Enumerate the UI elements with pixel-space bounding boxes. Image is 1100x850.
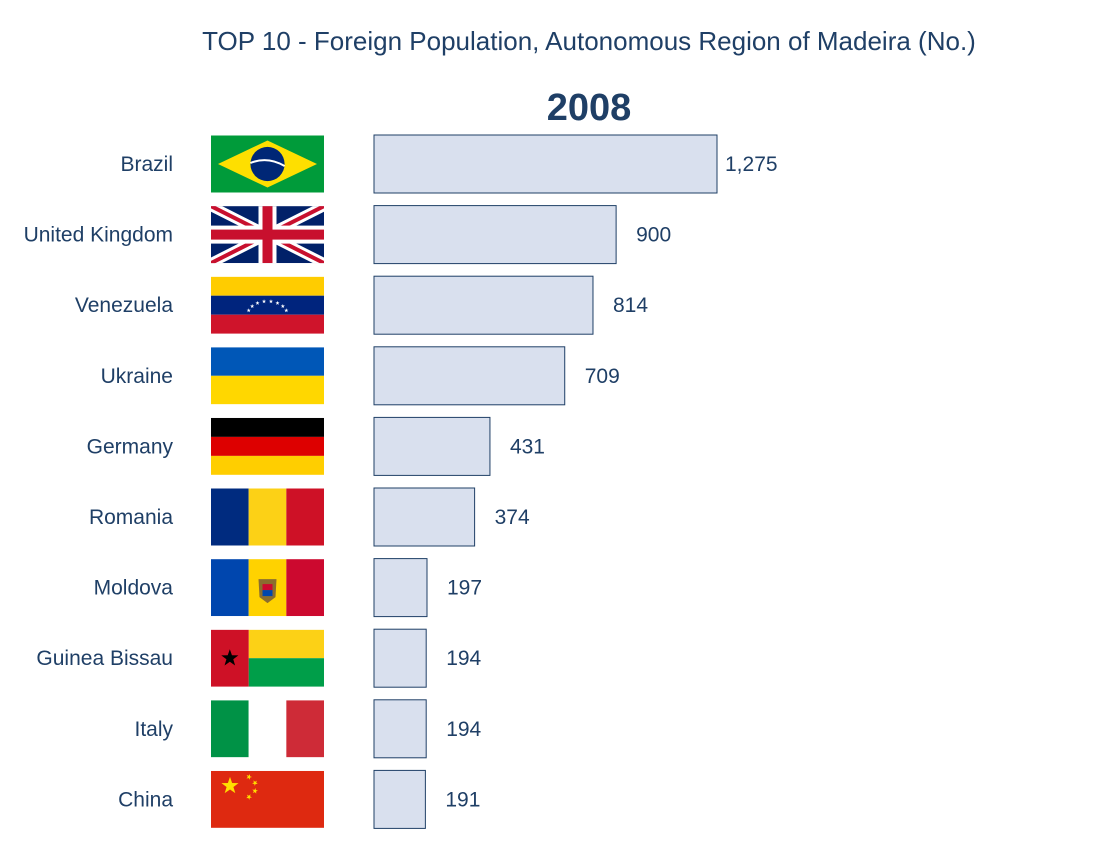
category-label: Brazil — [120, 153, 173, 176]
bar — [373, 134, 718, 194]
chart-title: TOP 10 - Foreign Population, Autonomous … — [202, 26, 976, 56]
china-flag-icon — [211, 770, 324, 828]
guinea-bissau-flag-icon — [211, 629, 324, 687]
category-label: Moldova — [94, 577, 174, 600]
italy-flag-icon — [211, 700, 324, 758]
bar-rows: Brazil 1,275 United Kingdom 900 Venezuela 814… — [24, 134, 778, 829]
bar — [373, 487, 476, 547]
bar — [373, 628, 427, 688]
bar — [373, 699, 427, 759]
bar — [373, 769, 426, 829]
value-label: 900 — [636, 224, 671, 247]
category-label: Guinea Bissau — [36, 647, 173, 670]
bar — [373, 346, 566, 406]
value-label: 431 — [510, 435, 545, 458]
bar-row: Venezuela 814 — [75, 275, 648, 335]
value-label: 194 — [446, 718, 481, 741]
value-label: 709 — [585, 365, 620, 388]
bar-row: Italy 194 — [134, 699, 482, 759]
moldova-flag-icon — [211, 559, 324, 617]
category-label: Italy — [134, 718, 173, 741]
bar-row: China 191 — [118, 769, 480, 829]
value-label: 1,275 — [725, 153, 778, 176]
category-label: Romania — [89, 506, 173, 529]
chart-subtitle-year: 2008 — [547, 87, 632, 129]
value-label: 374 — [495, 506, 530, 529]
category-label: Ukraine — [101, 365, 173, 388]
united-kingdom-flag-icon — [211, 206, 324, 264]
bar-row: Moldova 197 — [94, 558, 482, 618]
bar-row: Romania 374 — [89, 487, 530, 547]
category-label: Venezuela — [75, 294, 173, 317]
ukraine-flag-icon — [211, 347, 324, 405]
bar — [373, 205, 617, 265]
bar — [373, 558, 428, 618]
bar-row: Brazil 1,275 — [120, 134, 778, 194]
value-label: 814 — [613, 294, 648, 317]
value-label: 197 — [447, 577, 482, 600]
germany-flag-icon — [211, 417, 324, 475]
bar-row: Ukraine 709 — [101, 346, 620, 406]
brazil-flag-icon — [211, 135, 324, 193]
category-label: Germany — [87, 435, 174, 458]
bar — [373, 416, 491, 476]
value-label: 194 — [446, 647, 481, 670]
value-label: 191 — [445, 788, 480, 811]
bar-row: Germany 431 — [87, 416, 545, 476]
romania-flag-icon — [211, 488, 324, 546]
venezuela-flag-icon — [211, 276, 324, 334]
bar — [373, 275, 594, 335]
bar-row: United Kingdom 900 — [24, 205, 671, 265]
bar-row: Guinea Bissau 194 — [36, 628, 482, 688]
category-label: United Kingdom — [24, 224, 173, 247]
category-label: China — [118, 788, 173, 811]
